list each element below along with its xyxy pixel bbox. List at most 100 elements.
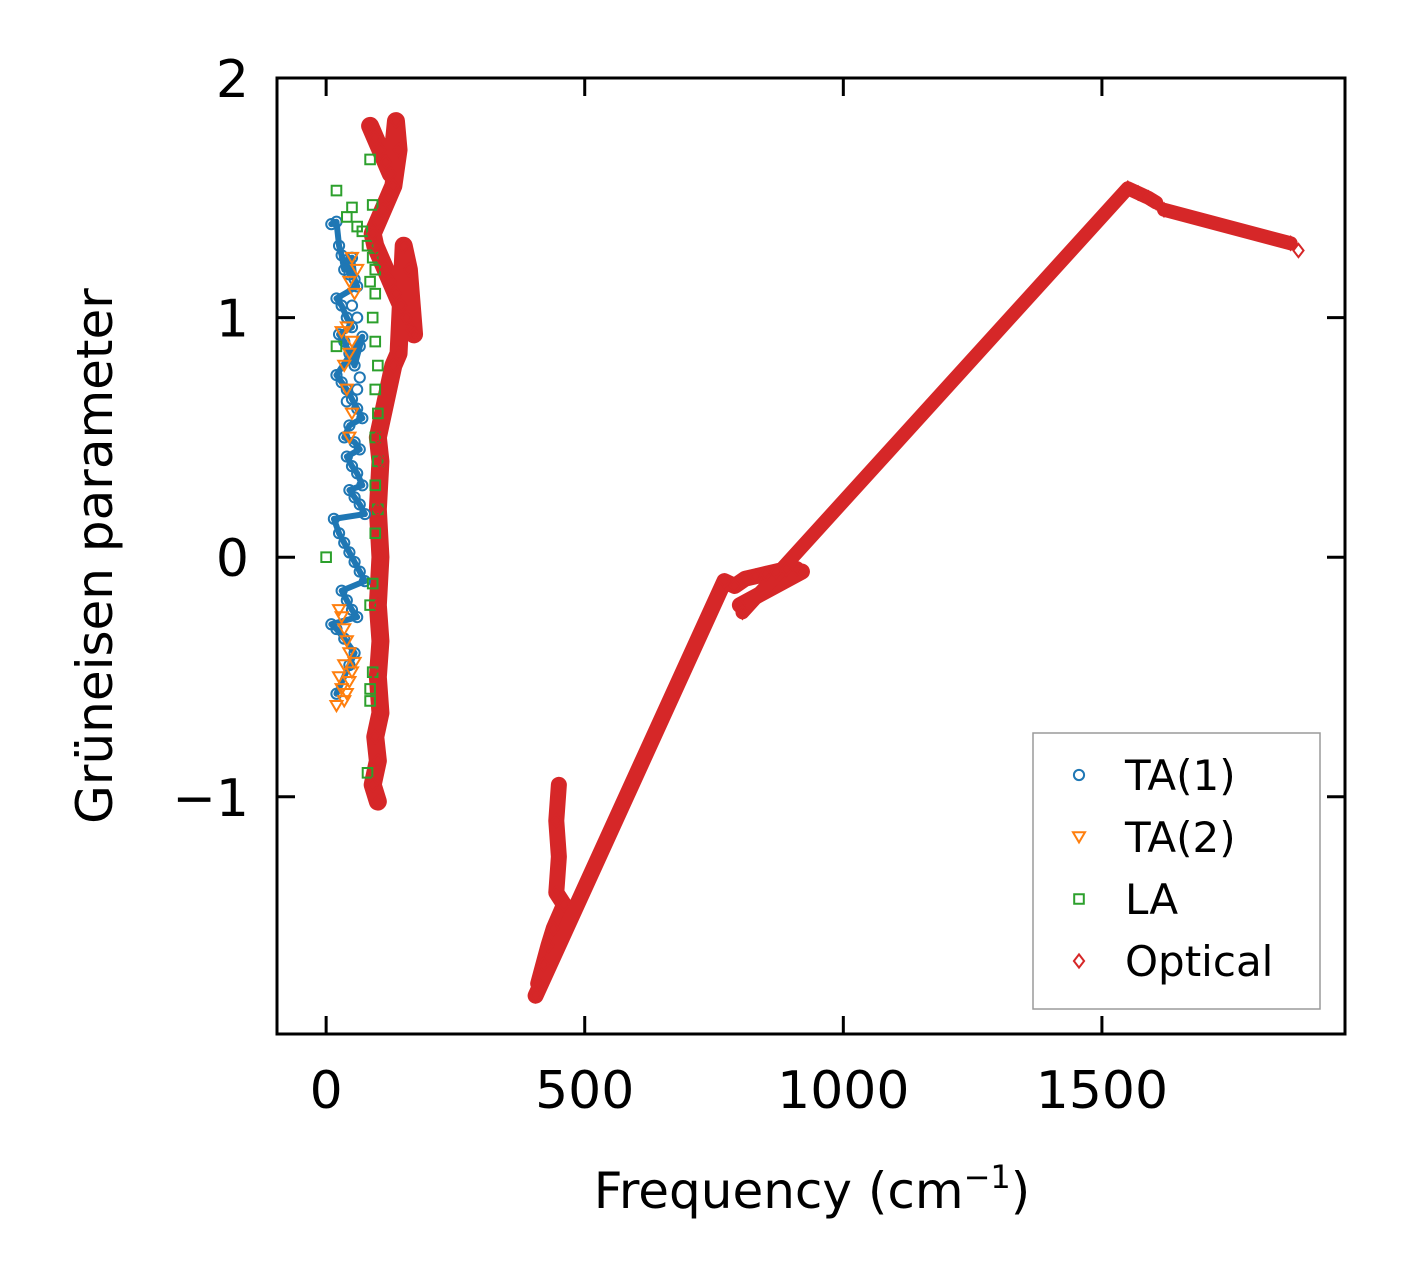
data-point [372, 359, 384, 372]
data-point [356, 479, 369, 492]
data-point [749, 568, 762, 585]
data-markers [320, 112, 1305, 1004]
y-tick-label: −1 [172, 769, 249, 829]
data-point [392, 141, 405, 159]
data-point [368, 728, 382, 746]
data-point [366, 666, 379, 679]
legend-label: Optical [1125, 937, 1273, 986]
y-tick-label: 0 [216, 529, 249, 589]
data-point [364, 153, 376, 166]
point-cloud [527, 561, 805, 1004]
data-point [371, 213, 385, 230]
data-point [349, 263, 365, 278]
data-point [344, 335, 360, 349]
data-point [353, 371, 366, 384]
data-point [728, 577, 742, 595]
data-point [336, 623, 352, 637]
data-point [780, 560, 793, 578]
data-point [340, 450, 353, 463]
data-point [341, 647, 358, 661]
x-tick-label: 1500 [1036, 1061, 1168, 1121]
data-point [371, 596, 385, 614]
data-point [407, 326, 421, 343]
data-point [327, 512, 340, 525]
data-point [343, 546, 356, 559]
legend-marker [1072, 768, 1086, 782]
series-optical [363, 112, 1305, 1004]
data-point [341, 675, 358, 690]
data-point [346, 287, 363, 302]
data-point [330, 184, 343, 197]
data-point [557, 896, 571, 913]
data-point [339, 383, 355, 397]
data-point [529, 987, 542, 1004]
x-axis-label-close: ) [1011, 1162, 1031, 1220]
data-point [1142, 189, 1155, 207]
data-point [374, 548, 387, 566]
data-point [369, 383, 382, 396]
data-point [1121, 179, 1135, 197]
data-point [371, 793, 385, 810]
x-axis-label-text: Frequency (cm [594, 1162, 964, 1220]
data-point [364, 275, 376, 288]
data-point [331, 604, 347, 618]
data-point [1292, 242, 1305, 259]
data-point [549, 884, 563, 901]
data-point [384, 273, 398, 290]
data-point [364, 695, 376, 707]
data-point [343, 419, 356, 432]
data-point [394, 297, 408, 314]
x-tick-label: 1000 [777, 1061, 909, 1121]
data-point [348, 359, 361, 372]
data-point [358, 575, 372, 588]
legend-label: TA(1) [1124, 751, 1236, 800]
data-point [333, 326, 350, 340]
data-point [384, 165, 398, 183]
data-point [336, 659, 352, 673]
data-point [402, 261, 416, 278]
data-point [379, 153, 392, 171]
point-cloud [361, 112, 424, 811]
data-point [733, 596, 747, 614]
data-point [320, 551, 332, 563]
data-point [1149, 194, 1163, 211]
y-tick-label: 1 [216, 290, 249, 350]
data-point [363, 117, 377, 135]
data-point [366, 311, 379, 324]
data-point [338, 536, 351, 549]
point-cloud [328, 218, 368, 697]
data-point [547, 920, 561, 937]
point-cloud [1156, 202, 1298, 251]
data-point [397, 237, 411, 254]
data-point [371, 501, 385, 518]
data-point [368, 129, 382, 147]
data-point [387, 357, 400, 374]
data-point [328, 699, 345, 714]
y-axis-label: Grüneisen parameter [66, 288, 124, 824]
data-point [344, 251, 360, 266]
legend: TA(1) TA(2) LA Optical [1032, 732, 1321, 1010]
data-point [353, 498, 366, 511]
x-axis-label-superscript: −1 [964, 1158, 1011, 1196]
data-point [738, 570, 752, 587]
data-point [759, 565, 773, 583]
data-point [374, 704, 387, 722]
data-point [351, 280, 364, 293]
data-point [351, 467, 364, 480]
data-point [374, 632, 387, 650]
data-point [339, 687, 355, 702]
data-point [346, 201, 358, 214]
data-point [374, 453, 387, 470]
data-point [330, 340, 343, 353]
x-axis-label: Frequency (cm−1) [594, 1158, 1031, 1220]
data-point [392, 345, 405, 362]
data-point [368, 237, 382, 254]
data-point [376, 201, 390, 219]
data-point [371, 429, 385, 446]
data-point [1157, 201, 1171, 219]
data-point [531, 975, 545, 992]
data-point [736, 604, 749, 621]
data-point [718, 572, 731, 590]
data-point [358, 507, 372, 521]
